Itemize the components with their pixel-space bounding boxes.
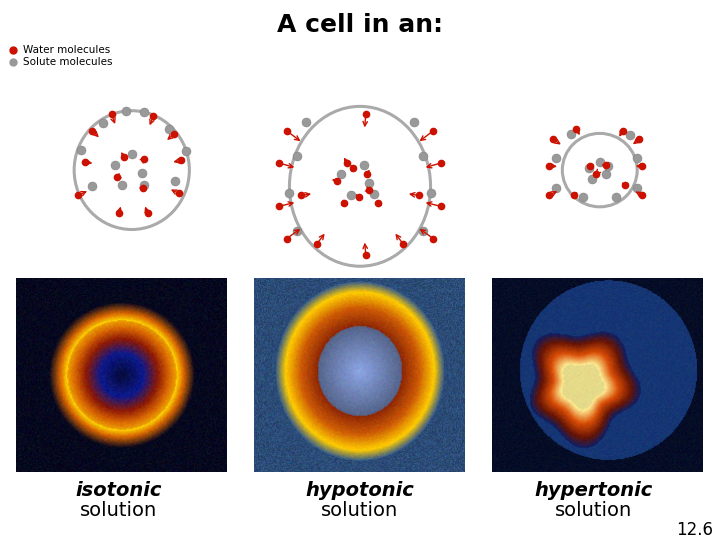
Text: solution: solution [321, 501, 399, 520]
Text: hypertonic: hypertonic [535, 481, 653, 500]
Text: 12.6: 12.6 [676, 521, 714, 539]
Text: Water molecules: Water molecules [23, 45, 110, 55]
Text: solution: solution [555, 501, 633, 520]
Text: Solute molecules: Solute molecules [23, 57, 112, 67]
Text: A cell in an:: A cell in an: [277, 14, 443, 37]
Text: solution: solution [80, 501, 158, 520]
Text: isotonic: isotonic [76, 481, 162, 500]
Text: hypotonic: hypotonic [305, 481, 415, 500]
